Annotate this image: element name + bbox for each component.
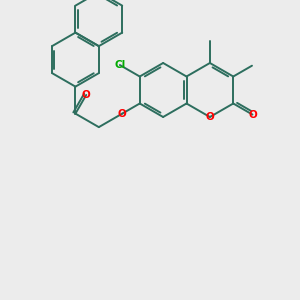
Text: Cl: Cl [114,60,125,70]
Text: O: O [248,110,257,120]
Text: O: O [206,112,214,122]
Text: O: O [118,109,127,118]
Text: O: O [82,90,91,100]
